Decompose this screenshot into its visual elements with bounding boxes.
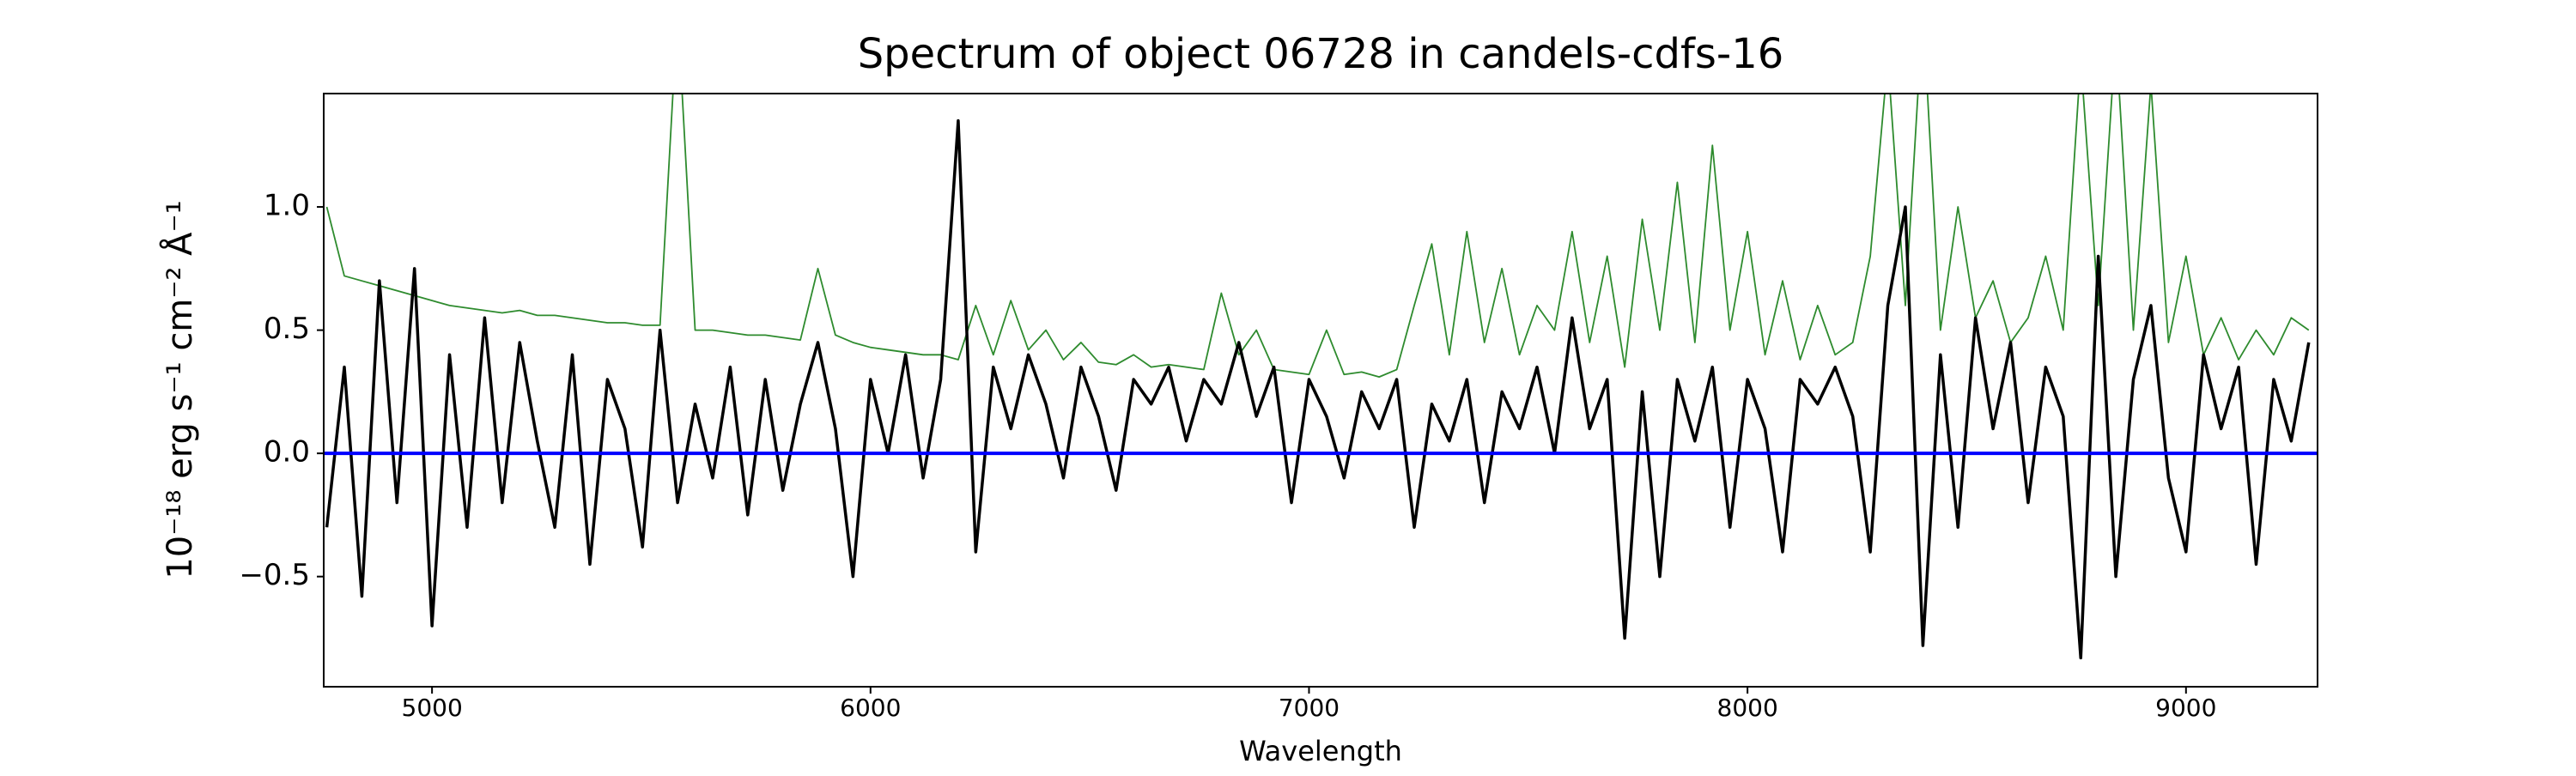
x-tick-label: 8000 — [1717, 694, 1778, 722]
x-tick-label: 6000 — [840, 694, 901, 722]
spectrum-line — [325, 118, 2311, 660]
y-axis-label: 10⁻¹⁸ erg s⁻¹ cm⁻² Å⁻¹ — [159, 200, 200, 579]
x-tick-label: 5000 — [402, 694, 463, 722]
x-tick-label: 9000 — [2155, 694, 2216, 722]
x-tick-label: 7000 — [1279, 694, 1340, 722]
y-tick-label: −0.5 — [239, 558, 310, 592]
x-axis-label: Wavelength — [1239, 735, 1402, 767]
plot-frame — [323, 93, 2318, 688]
chart-title: Spectrum of object 06728 in candels-cdfs… — [858, 30, 1784, 78]
y-tick-label: 0.5 — [264, 312, 310, 346]
spectrum-line — [325, 94, 2310, 379]
y-tick-label: 1.0 — [264, 189, 310, 223]
y-tick-label: 0.0 — [264, 435, 310, 470]
plot-area — [324, 94, 2318, 660]
